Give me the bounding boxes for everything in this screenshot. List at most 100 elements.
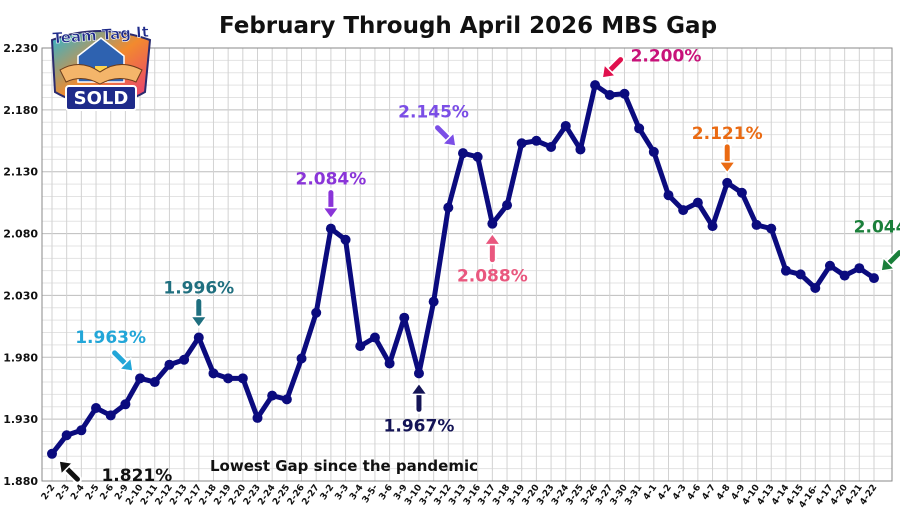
data-point <box>413 368 424 379</box>
x-tick-label: 4-2 <box>656 483 674 502</box>
callout-label: 1.967% <box>384 416 455 436</box>
chart-title: February Through April 2026 MBS Gap <box>219 13 717 39</box>
data-point <box>76 425 87 436</box>
callout-arrow <box>601 55 626 79</box>
data-point <box>531 135 542 146</box>
data-point <box>736 187 747 198</box>
handshake-icon <box>59 64 143 85</box>
data-point <box>766 223 777 234</box>
x-tick-label: 3-6 <box>378 483 396 502</box>
data-point <box>854 263 865 274</box>
callout-arrow <box>410 382 428 414</box>
data-point <box>208 368 219 379</box>
data-point <box>267 390 278 401</box>
callout-arrow <box>483 232 502 265</box>
data-point <box>369 332 380 343</box>
data-point <box>546 141 557 152</box>
y-tick-label: 1.980 <box>3 351 38 364</box>
data-point <box>135 373 146 384</box>
callout-arrow <box>190 296 208 329</box>
annotations: 1.821% 1.963% 1.996% 2.084% 1.967% 2.145% 2.08… <box>58 47 900 486</box>
data-point <box>810 283 821 294</box>
x-tick-label: 3-2 <box>319 483 337 502</box>
data-point <box>325 223 336 234</box>
data-point <box>634 123 645 134</box>
callout-arrow <box>58 460 82 484</box>
x-tick-label: 4-7 <box>700 483 718 502</box>
callout-label: 2.121% <box>692 124 763 144</box>
data-point <box>223 373 234 384</box>
x-tick-label: 2-4 <box>69 483 87 502</box>
data-point <box>869 273 879 284</box>
callout-label: 2.088% <box>457 267 528 287</box>
callout-arrow <box>880 248 900 272</box>
data-point <box>487 218 498 229</box>
data-point <box>619 88 630 99</box>
data-point <box>472 151 483 162</box>
y-tick-label: 2.180 <box>3 104 38 117</box>
data-point <box>252 412 263 423</box>
data-point <box>193 332 204 343</box>
callout-arrow <box>322 188 340 220</box>
x-tick-label: 4-8 <box>715 483 733 502</box>
y-tick-label: 2.230 <box>3 42 38 55</box>
data-point <box>47 448 57 459</box>
data-point <box>443 202 454 213</box>
data-point <box>399 312 410 323</box>
y-tick-label: 2.080 <box>3 228 38 241</box>
callout-label: 1.963% <box>75 328 146 348</box>
callout-label: 1.996% <box>163 278 234 298</box>
x-axis: 2-22-32-42-52-62-92-102-112-122-132-172-… <box>40 483 880 510</box>
data-point <box>516 138 527 149</box>
data-point <box>428 296 439 307</box>
data-point <box>751 219 762 230</box>
y-tick-label: 2.130 <box>3 166 38 179</box>
y-tick-label: 1.930 <box>3 413 38 426</box>
data-point <box>590 80 601 91</box>
data-point <box>384 358 395 369</box>
x-tick-label: 4-3 <box>671 483 689 502</box>
data-point <box>824 260 835 271</box>
callout-label: 2.084% <box>295 170 366 190</box>
data-point <box>340 234 351 245</box>
data-point <box>604 90 615 101</box>
data-point <box>795 269 806 280</box>
data-point <box>648 146 659 157</box>
data-point <box>164 359 175 370</box>
callout-label: 2.044 <box>854 218 900 238</box>
data-point <box>707 221 718 232</box>
callout-label: 2.145% <box>398 103 469 123</box>
data-point <box>575 144 586 155</box>
data-point <box>502 200 513 211</box>
callout-arrow <box>718 142 736 174</box>
x-tick-label: 4-6 <box>686 483 704 502</box>
data-point <box>560 120 571 131</box>
data-point <box>355 341 366 352</box>
callout-label: 1.821% <box>101 466 172 486</box>
x-tick-label: 3-5- <box>361 483 381 505</box>
team-tag-it-logo: Team Tag It SOLD <box>50 22 152 111</box>
y-tick-label: 2.030 <box>3 289 38 302</box>
series-line-group <box>47 80 879 459</box>
data-point <box>91 403 102 414</box>
y-tick-label: 1.880 <box>3 475 38 488</box>
data-point <box>780 265 791 276</box>
data-point <box>678 205 689 216</box>
callout-arrow <box>110 348 134 372</box>
data-point <box>179 354 190 365</box>
logo-badge-text: SOLD <box>74 88 129 109</box>
data-point <box>120 399 131 410</box>
data-point <box>296 353 307 364</box>
data-point <box>149 377 160 388</box>
data-point <box>692 197 703 208</box>
x-tick-label: 4-1 <box>642 483 660 502</box>
x-tick-label: 2-3 <box>55 483 73 502</box>
data-point <box>311 307 322 318</box>
y-axis: 1.880 1.930 1.980 2.030 2.080 2.130 2.180 2.230 <box>3 42 38 488</box>
data-point <box>105 410 116 421</box>
data-point <box>458 148 468 159</box>
data-point <box>281 394 292 405</box>
callout-arrow <box>433 123 457 147</box>
x-tick-label: 2-5 <box>84 483 102 502</box>
